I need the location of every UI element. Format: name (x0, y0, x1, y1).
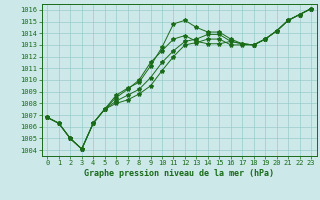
X-axis label: Graphe pression niveau de la mer (hPa): Graphe pression niveau de la mer (hPa) (84, 169, 274, 178)
